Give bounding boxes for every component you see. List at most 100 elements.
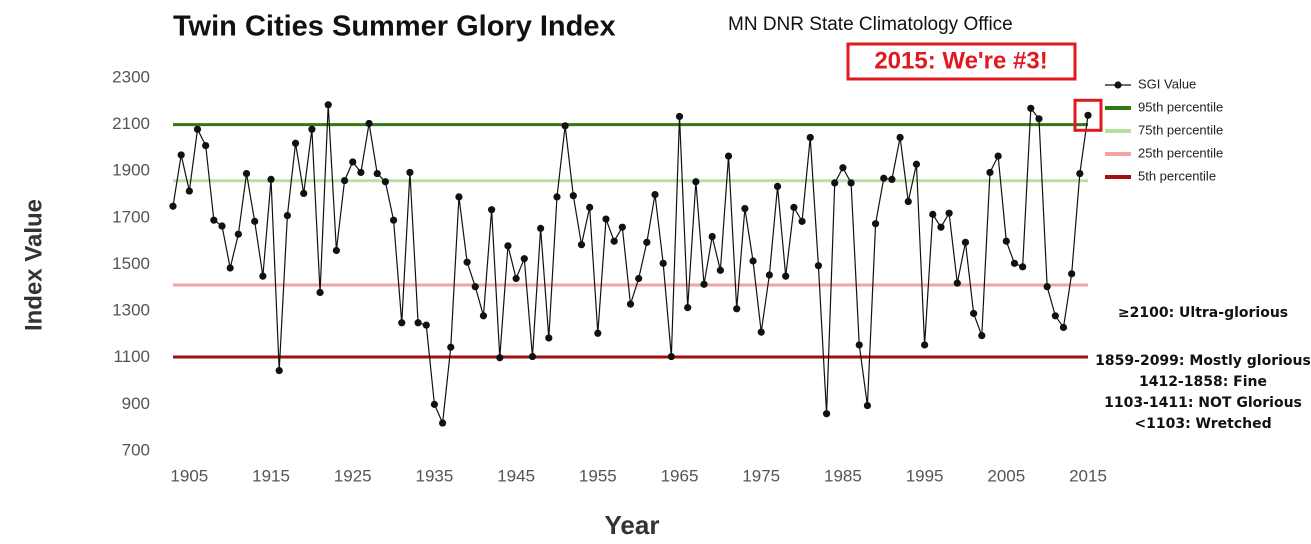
- data-point: [798, 217, 806, 225]
- y-tick-label: 2300: [112, 67, 150, 86]
- data-point: [553, 193, 561, 201]
- note-line: ≥2100: Ultra-glorious: [1118, 305, 1288, 321]
- y-tick-label: 1300: [112, 301, 150, 320]
- data-point: [896, 133, 904, 142]
- data-point: [300, 189, 308, 197]
- data-point: [398, 319, 406, 327]
- data-point: [912, 160, 921, 168]
- data-point: [937, 223, 945, 231]
- note-line: 1412-1858: Fine: [1139, 374, 1267, 390]
- data-point: [1084, 111, 1092, 119]
- y-tick-label: 1700: [112, 207, 150, 226]
- data-point: [324, 101, 332, 109]
- data-point: [921, 341, 929, 349]
- data-point: [929, 210, 937, 218]
- data-point: [961, 238, 970, 246]
- x-tick-label: 2015: [1069, 466, 1107, 485]
- data-point: [291, 139, 300, 147]
- data-point: [234, 230, 242, 238]
- data-point: [463, 258, 471, 266]
- data-point: [839, 164, 847, 172]
- data-point: [806, 133, 814, 142]
- data-point: [749, 257, 757, 265]
- data-point: [389, 216, 398, 224]
- data-point: [496, 354, 504, 362]
- data-point: [675, 112, 684, 121]
- data-point: [994, 152, 1002, 160]
- y-tick-label: 1500: [112, 254, 150, 273]
- y-tick-label: 1900: [112, 161, 150, 180]
- data-point: [218, 222, 226, 230]
- data-point: [267, 175, 275, 184]
- data-point: [880, 174, 888, 182]
- data-point: [169, 202, 177, 210]
- y-axis-label: Index Value: [20, 199, 47, 331]
- data-point: [651, 190, 659, 199]
- data-point: [406, 168, 414, 177]
- data-point: [986, 168, 994, 177]
- legend-label: 25th percentile: [1138, 145, 1223, 160]
- data-point: [422, 321, 430, 329]
- data-point: [1019, 263, 1027, 271]
- y-tick-label: 1100: [113, 347, 150, 366]
- data-point: [545, 334, 553, 342]
- data-point: [790, 203, 798, 211]
- data-point: [945, 209, 953, 217]
- data-point: [847, 179, 855, 187]
- data-point: [488, 206, 496, 214]
- data-point: [1027, 104, 1035, 112]
- data-point: [438, 419, 447, 427]
- data-point: [185, 187, 193, 195]
- x-tick-label: 1945: [497, 466, 535, 485]
- data-point: [242, 169, 251, 178]
- data-point: [602, 215, 610, 223]
- data-point: [1068, 270, 1076, 278]
- x-tick-label: 1965: [661, 466, 699, 485]
- data-point: [667, 352, 675, 361]
- data-point: [716, 266, 724, 274]
- data-point: [259, 272, 267, 280]
- data-point: [855, 341, 863, 349]
- data-point: [692, 178, 700, 186]
- data-point: [1010, 259, 1019, 267]
- x-tick-label: 1985: [824, 466, 862, 485]
- data-point: [430, 400, 439, 408]
- data-point: [643, 238, 651, 246]
- data-point: [561, 122, 569, 130]
- data-point: [822, 410, 831, 418]
- data-point: [177, 151, 185, 159]
- legend-label: 95th percentile: [1138, 99, 1223, 114]
- y-tick-label: 2100: [112, 114, 150, 133]
- chart-subtitle: MN DNR State Climatology Office: [728, 14, 1013, 35]
- data-point: [765, 271, 773, 279]
- data-point: [528, 352, 537, 361]
- data-point: [1002, 237, 1010, 245]
- data-point: [340, 176, 349, 185]
- data-point: [888, 175, 896, 184]
- legend-swatch: [1114, 81, 1122, 89]
- y-tick-label: 700: [122, 440, 150, 459]
- data-point: [283, 211, 291, 220]
- data-point: [251, 217, 259, 225]
- chart-title: Twin Cities Summer Glory Index: [173, 11, 616, 43]
- data-point: [1059, 323, 1068, 332]
- x-tick-label: 1935: [416, 466, 454, 485]
- data-point: [381, 178, 390, 186]
- data-point: [814, 262, 823, 270]
- x-tick-label: 1995: [906, 466, 944, 485]
- data-point: [773, 182, 782, 191]
- x-tick-label: 1915: [252, 466, 290, 485]
- data-point: [953, 279, 961, 287]
- data-point: [733, 305, 741, 313]
- data-point: [471, 283, 479, 291]
- data-point: [970, 309, 978, 318]
- data-point: [863, 401, 872, 410]
- data-point: [1035, 115, 1043, 123]
- annotation-box: [846, 42, 1077, 81]
- data-point: [1051, 312, 1059, 320]
- data-point: [904, 197, 912, 206]
- data-point: [626, 300, 635, 308]
- data-point: [520, 255, 528, 263]
- x-tick-label: 2005: [987, 466, 1025, 485]
